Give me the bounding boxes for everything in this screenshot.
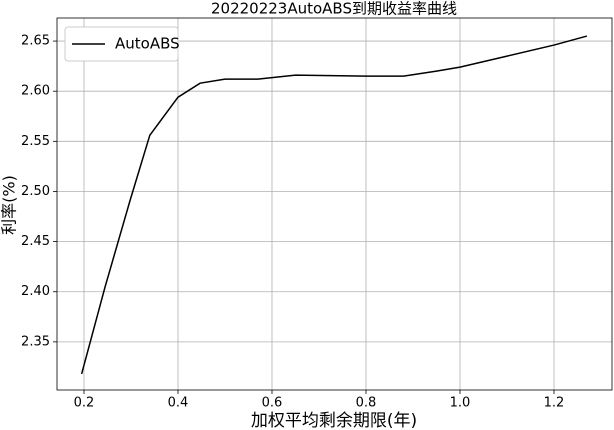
y-tick-label: 2.35 <box>21 334 50 349</box>
x-axis-label: 加权平均剩余期限(年) <box>251 411 417 430</box>
y-tick-label: 2.60 <box>21 84 50 99</box>
y-tick-label: 2.65 <box>21 34 50 49</box>
x-tick-label: 0.4 <box>168 396 189 411</box>
x-tick-label: 0.6 <box>262 396 283 411</box>
x-tick-label: 1.0 <box>450 396 471 411</box>
legend-label: AutoABS <box>115 35 180 53</box>
y-tick-label: 2.45 <box>21 234 50 249</box>
data-line <box>80 35 588 375</box>
x-tick-label: 0.2 <box>74 396 95 411</box>
chart-title: 20220223AutoABS到期收益率曲线 <box>211 0 457 18</box>
y-tick-label: 2.50 <box>21 184 50 199</box>
x-tick-label: 0.8 <box>356 396 377 411</box>
y-axis-label: 利率(%) <box>0 175 19 235</box>
plot-frame <box>56 17 613 391</box>
y-tick-label: 2.55 <box>21 134 50 149</box>
legend-box <box>64 26 179 62</box>
x-tick-label: 1.2 <box>544 396 565 411</box>
y-tick-label: 2.40 <box>21 284 50 299</box>
